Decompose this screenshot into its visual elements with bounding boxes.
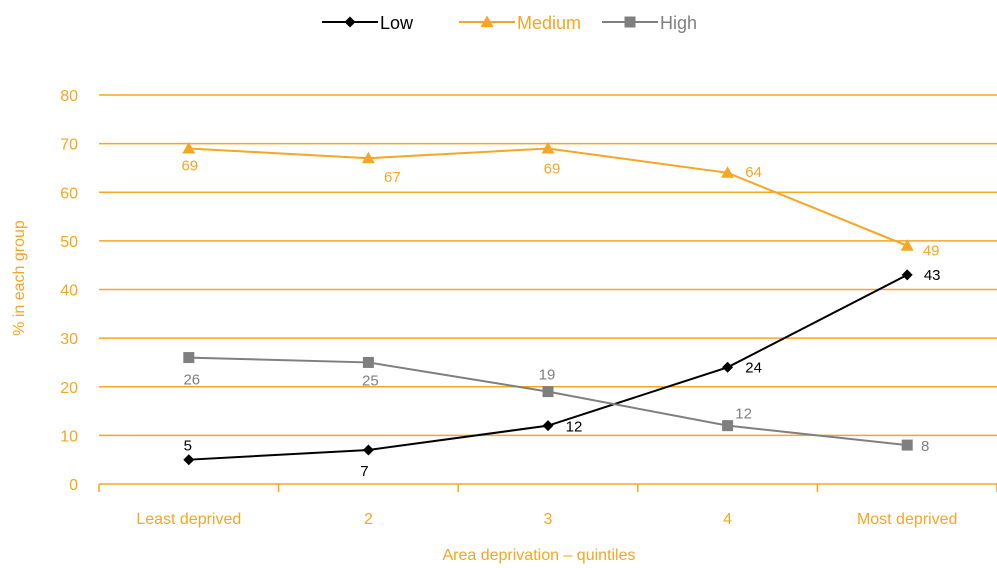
y-tick-label: 30 xyxy=(60,331,78,348)
legend-item-high: High xyxy=(602,13,697,33)
legend-marker xyxy=(624,16,636,28)
x-tick-label: 3 xyxy=(544,511,553,528)
data-point-high xyxy=(901,439,913,451)
data-point-high xyxy=(542,386,554,398)
data-point-high xyxy=(183,352,195,364)
data-label: 7 xyxy=(360,463,368,480)
legend-marker xyxy=(344,16,356,28)
x-axis-title: Area deprivation – quintiles xyxy=(442,547,635,564)
data-point-low xyxy=(183,454,195,466)
series-group: 5 7 12 24 43 69 67 69 64 49 26 25 19 12 8 xyxy=(181,141,941,480)
data-point-low xyxy=(901,269,913,281)
x-tick-label: 4 xyxy=(723,511,732,528)
data-label: 8 xyxy=(921,438,929,455)
legend-label: High xyxy=(660,13,697,33)
legend-label: Medium xyxy=(517,13,581,33)
data-label: 19 xyxy=(539,367,556,384)
data-point-medium xyxy=(182,141,196,154)
y-tick-label: 40 xyxy=(60,283,78,300)
data-label: 24 xyxy=(745,359,762,376)
y-axis-title: % in each group xyxy=(11,220,28,336)
legend-marker xyxy=(480,15,494,27)
legend-label: Low xyxy=(380,13,414,33)
y-axis-ticks: 0 10 20 30 40 50 60 70 80 xyxy=(60,88,78,494)
data-label: 64 xyxy=(745,164,762,181)
data-label: 69 xyxy=(181,157,198,174)
legend-item-low: Low xyxy=(322,13,414,33)
series-low: 5 7 12 24 43 xyxy=(183,267,941,480)
y-tick-label: 80 xyxy=(60,88,78,105)
legend: Low Medium High xyxy=(322,13,697,33)
data-label: 69 xyxy=(544,160,561,177)
data-label: 5 xyxy=(184,438,192,455)
x-tick-label: Least deprived xyxy=(136,511,241,528)
data-label: 43 xyxy=(924,267,941,284)
data-label: 26 xyxy=(183,372,200,389)
data-label: 12 xyxy=(735,406,752,423)
x-tick-label: 2 xyxy=(364,511,373,528)
series-medium: 69 67 69 64 49 xyxy=(181,141,940,260)
y-tick-label: 0 xyxy=(69,477,78,494)
data-label: 49 xyxy=(923,243,940,260)
data-label: 25 xyxy=(362,372,379,389)
x-axis: Least deprived 2 3 4 Most deprived xyxy=(98,483,997,528)
y-tick-label: 20 xyxy=(60,380,78,397)
data-point-low xyxy=(362,444,374,456)
data-point-high xyxy=(362,356,374,368)
data-label: 67 xyxy=(384,169,401,186)
data-point-medium xyxy=(721,166,735,178)
data-point-high xyxy=(722,420,734,432)
data-point-medium xyxy=(361,151,375,164)
data-point-low xyxy=(542,420,554,432)
data-label: 12 xyxy=(566,419,583,436)
y-tick-label: 10 xyxy=(60,428,78,445)
data-point-low xyxy=(722,361,734,373)
y-tick-label: 70 xyxy=(60,137,78,154)
legend-item-medium: Medium xyxy=(459,13,581,33)
x-tick-label: Most deprived xyxy=(857,511,958,528)
data-point-medium xyxy=(900,239,914,251)
y-tick-label: 50 xyxy=(60,234,78,251)
series-high: 26 25 19 12 8 xyxy=(183,352,929,455)
data-point-medium xyxy=(541,141,555,154)
y-tick-label: 60 xyxy=(60,185,78,202)
